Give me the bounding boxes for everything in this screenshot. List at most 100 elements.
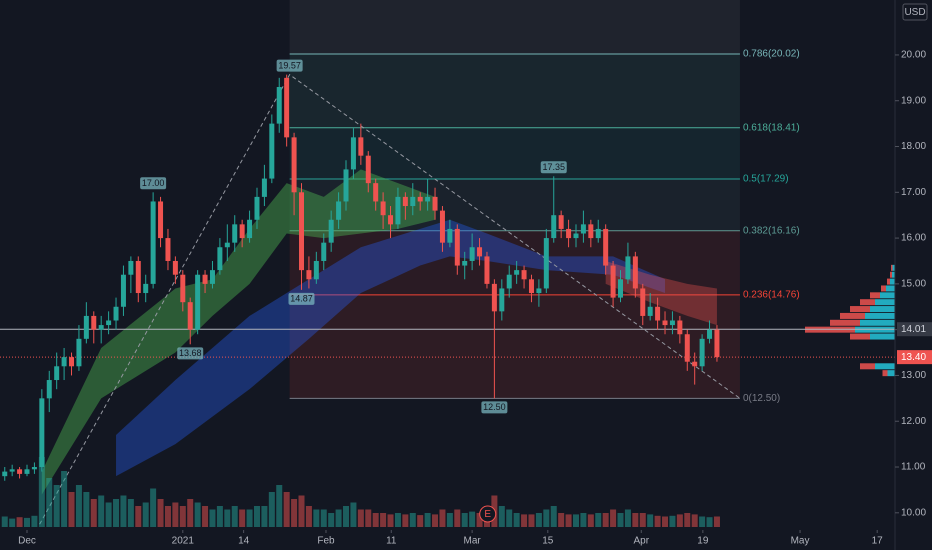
volume-bar [135, 506, 142, 527]
volume-bar [46, 478, 53, 527]
candle-body [647, 306, 653, 316]
candle-body [469, 247, 475, 261]
candle-body [180, 274, 186, 303]
candle-body [358, 137, 364, 156]
candle-body [454, 228, 460, 266]
volume-bar [98, 495, 105, 527]
volume-bar [231, 506, 238, 527]
x-tick-label: 2021 [172, 536, 195, 547]
y-tick-label: 15.00 [901, 279, 926, 290]
main-layer: 19.57 17.00 13.68 14.87 17.35 12.50 E [0, 59, 895, 527]
volume-bar [713, 516, 720, 527]
last-price-label: 13.40 [901, 352, 926, 363]
profile-up [886, 285, 895, 292]
currency: USD [904, 7, 925, 18]
x-tick-label: Dec [18, 536, 36, 547]
volume-bar [676, 514, 683, 527]
volume-bar [276, 485, 283, 527]
profile-down [882, 370, 888, 377]
candle-body [321, 242, 327, 261]
volume-bar [202, 506, 209, 527]
candle-body [662, 320, 668, 326]
profile-down [830, 319, 860, 326]
candle-body [276, 86, 282, 124]
volume-bar [580, 513, 587, 527]
y-tick-label: 20.00 [901, 50, 926, 61]
volume-bar [268, 492, 275, 527]
volume-bar [179, 506, 186, 527]
candle-body [417, 196, 423, 202]
profile-up [875, 363, 895, 370]
candle-body [350, 137, 356, 170]
candle-body [232, 224, 238, 243]
candle-body [603, 228, 609, 266]
volume-bar [335, 509, 342, 527]
candle-body [536, 288, 542, 294]
candle-body [692, 361, 698, 367]
candle-body [669, 320, 675, 326]
volume-bar [684, 513, 691, 527]
candle-body [462, 260, 468, 266]
profile-down [887, 278, 890, 285]
volume-bar [654, 515, 661, 527]
candle-body [618, 279, 624, 298]
earnings-marker [479, 505, 497, 523]
candle-body [506, 274, 512, 289]
price-label: 17.00 [142, 178, 165, 188]
candle-body [336, 201, 342, 220]
volume-bar [298, 495, 305, 527]
price-label-box [540, 161, 567, 174]
fib-zone [289, 179, 740, 231]
volume-bar [439, 509, 446, 527]
volume-bar [543, 509, 550, 527]
price-label-box [177, 347, 204, 360]
candle-body [17, 469, 23, 474]
profile-up [870, 306, 895, 313]
profile-down [881, 285, 886, 292]
volume-bar [164, 506, 171, 527]
volume-bar [424, 513, 431, 527]
profile-down [890, 271, 892, 278]
candle-body [373, 183, 379, 202]
candle-body [76, 338, 82, 367]
y-tick-label: 19.00 [901, 95, 926, 106]
candle-body [484, 256, 490, 284]
candle-body [284, 77, 290, 138]
candle-body [432, 196, 438, 211]
volume-bar [157, 499, 164, 527]
price-label: 13.68 [179, 348, 202, 358]
candle-body [39, 398, 45, 468]
volume-bar [61, 471, 68, 527]
candle-body [261, 178, 267, 197]
candle-body [165, 238, 171, 261]
candle-body [632, 256, 638, 289]
candle-body [128, 260, 134, 275]
price-label: 14.87 [290, 294, 313, 304]
volume-bar [446, 513, 453, 527]
y-tick-label: 17.00 [901, 187, 926, 198]
volume-bar [372, 513, 379, 527]
volume-bar [357, 509, 364, 527]
candle-body [610, 265, 616, 298]
candle-body [343, 169, 349, 202]
candle-body [499, 288, 505, 312]
volume-bar [209, 509, 216, 527]
volume-bar [283, 492, 290, 527]
price-label-box [481, 401, 508, 414]
volume-bar [31, 515, 38, 527]
candle-body [31, 467, 37, 470]
volume-bar [113, 499, 120, 527]
profile-down [850, 306, 870, 313]
volume-bar [291, 499, 298, 527]
axis-layer: USD 10.0011.0012.0013.0014.0015.0016.001… [18, 0, 932, 550]
volume-bar [172, 502, 179, 527]
price-label: 17.35 [542, 162, 565, 172]
volume-bar [187, 499, 194, 527]
candle-body [477, 247, 483, 257]
volume-bar [409, 513, 416, 527]
volume-bar [506, 509, 513, 527]
volume-bar [498, 506, 505, 527]
y-tick-label: 18.00 [901, 141, 926, 152]
candle-body [98, 325, 104, 330]
